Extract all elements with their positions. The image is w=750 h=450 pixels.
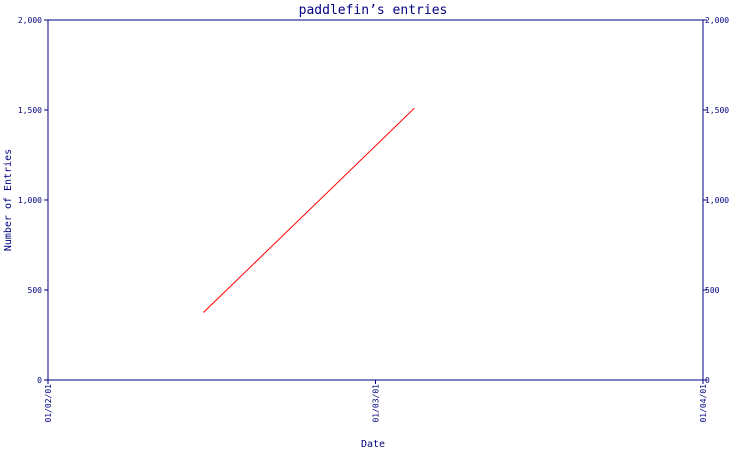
plot-frame <box>47 19 704 381</box>
x-axis-label: Date <box>361 439 385 450</box>
y-tick-label-right: 1,500 <box>705 106 729 115</box>
x-tick-label: 01/04/01 <box>699 384 708 423</box>
x-tick-label: 01/02/01 <box>44 384 53 423</box>
x-axis: 01/02/01 01/03/01 01/04/01 <box>44 380 708 423</box>
series-line-0 <box>203 107 415 313</box>
y-tick-label-right: 0 <box>705 376 710 385</box>
y-tick-label-left: 0 <box>37 376 42 385</box>
series-layer <box>203 107 415 313</box>
right-y-axis: 0 500 1,000 1,500 2,000 <box>703 16 729 385</box>
x-tick-label: 01/03/01 <box>372 384 381 423</box>
y-tick-label-left: 500 <box>28 286 43 295</box>
y-tick-label-left: 1,000 <box>18 196 42 205</box>
left-y-axis: 0 500 1,000 1,500 2,000 <box>18 16 48 385</box>
y-tick-label-right: 2,000 <box>705 16 729 25</box>
y-tick-label-left: 1,500 <box>18 106 42 115</box>
y-tick-label-left: 2,000 <box>18 16 42 25</box>
chart-title: paddlefin’s entries <box>299 3 448 18</box>
y-tick-label-right: 500 <box>705 286 720 295</box>
y-axis-label: Number of Entries <box>3 149 14 251</box>
y-tick-label-right: 1,000 <box>705 196 729 205</box>
